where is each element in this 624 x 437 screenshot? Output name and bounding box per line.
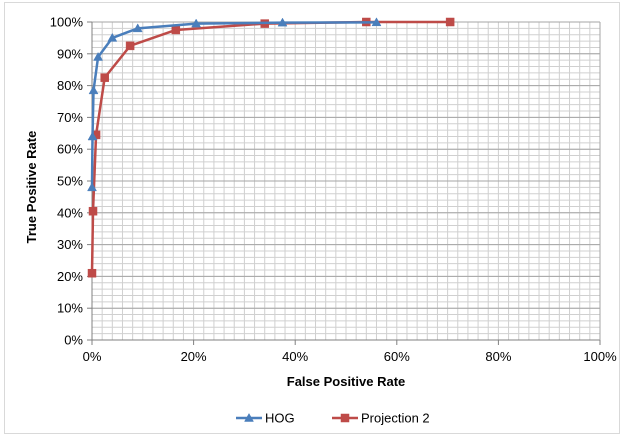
x-tick-labels: 0% 20% 40% 60% 80% 100% [83, 340, 617, 364]
data-point-projection-2 [100, 73, 109, 82]
y-tick-label: 30% [57, 237, 83, 252]
y-axis-title: True Positive Rate [24, 131, 39, 244]
legend: HOG Projection 2 [236, 411, 430, 426]
legend-item-hog: HOG [236, 411, 295, 426]
y-tick-label: 70% [57, 110, 83, 125]
series-hog [87, 17, 382, 192]
y-tick-label: 0% [64, 333, 83, 348]
data-point-hog [107, 32, 118, 42]
y-tick-label: 40% [57, 205, 83, 220]
y-tick-label: 80% [57, 78, 83, 93]
x-tick-label: 80% [485, 349, 511, 364]
legend-label-projection-2: Projection 2 [361, 411, 430, 426]
y-tick-label: 100% [50, 15, 84, 30]
y-tick-label: 90% [57, 46, 83, 61]
legend-marker-hog [244, 412, 254, 422]
x-axis-title: False Positive Rate [287, 374, 406, 389]
data-point-hog [93, 51, 104, 61]
y-tick-label: 50% [57, 174, 83, 189]
x-tick-label: 20% [181, 349, 207, 364]
y-tick-label: 10% [57, 301, 83, 316]
data-point-hog [132, 23, 143, 33]
legend-marker-projection-2 [340, 413, 350, 423]
y-tick-labels: 0% 10% 20% 30% 40% 50% 60% 70% 80% 90% 100% [50, 15, 92, 348]
legend-item-projection-2: Projection 2 [332, 411, 430, 426]
x-tick-label: 60% [384, 349, 410, 364]
data-point-hog [88, 85, 99, 95]
data-point-hog [87, 131, 98, 141]
x-tick-label: 0% [83, 349, 102, 364]
legend-label-hog: HOG [265, 411, 295, 426]
data-point-hog [277, 17, 288, 27]
grid [91, 21, 601, 341]
data-point-projection-2 [125, 41, 135, 51]
data-point-hog [371, 17, 382, 27]
data-point-projection-2 [445, 17, 455, 27]
y-tick-label: 20% [57, 269, 83, 284]
series-layer [87, 17, 455, 278]
x-tick-label: 100% [583, 349, 617, 364]
data-point-hog [87, 182, 97, 192]
data-point-projection-2 [87, 268, 97, 278]
data-point-projection-2 [171, 25, 181, 35]
data-point-hog [191, 18, 202, 28]
y-tick-label: 60% [57, 142, 83, 157]
x-tick-label: 40% [282, 349, 308, 364]
data-point-projection-2 [88, 206, 98, 216]
